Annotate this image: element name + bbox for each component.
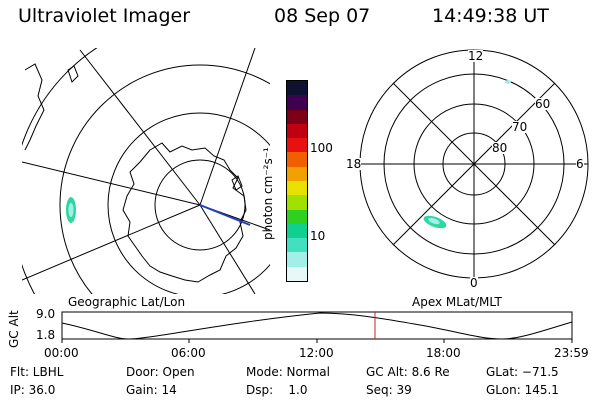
alt-ytick-1: 1.8 [36, 328, 56, 342]
info-dsp: Dsp: 1.0 [246, 383, 308, 397]
info-glat: GLat: −71.5 [486, 365, 559, 379]
alt-xtick-0600: 06:00 [171, 346, 206, 360]
alt-plot-frame [61, 311, 573, 340]
info-gain: Gain: 14 [126, 383, 177, 397]
colorbar-tick-100: 100 [310, 141, 333, 155]
info-gc-alt: GC Alt: 8.6 Re [366, 365, 450, 379]
info-ip: IP: 36.0 [10, 383, 56, 397]
lat-ring [22, 48, 98, 294]
aurora-emission [505, 80, 511, 84]
info-glon: GLon: 145.1 [486, 383, 559, 397]
instrument-title: Ultraviolet Imager [18, 5, 191, 27]
colorbar-swatch [287, 195, 307, 210]
alt-axis-label: GC Alt [7, 310, 21, 348]
geo-map-label: Geographic Lat/Lon [68, 295, 186, 309]
info-door: Door: Open [126, 365, 195, 379]
mlat-label-70: 70 [512, 120, 528, 134]
colorbar-swatch [287, 166, 307, 181]
colorbar-swatch [287, 95, 307, 110]
alt-ytick-9: 9.0 [36, 307, 56, 321]
meridian [199, 204, 270, 231]
aurora-emission-core [68, 203, 74, 217]
info-seq: Seq: 39 [366, 383, 412, 397]
colorbar [286, 80, 308, 282]
info-mode: Mode: Normal [246, 365, 330, 379]
coastline [231, 175, 243, 191]
aurora-emission [423, 215, 447, 229]
colorbar-swatch [287, 152, 307, 167]
altitude-curve [61, 312, 573, 340]
meridian [199, 204, 256, 294]
polar-map-label: Apex MLat/MLT [412, 295, 502, 309]
colorbar-swatch [287, 252, 307, 267]
mlt-axis [392, 82, 556, 246]
mlt-label-12: 12 [468, 49, 484, 63]
colorbar-swatch [287, 138, 307, 153]
alt-xtick-2359: 23:59 [554, 346, 589, 360]
coastline [24, 63, 45, 151]
colorbar-swatch [287, 266, 307, 281]
mlat-label-60: 60 [535, 97, 551, 111]
mlat-label-80: 80 [492, 141, 508, 155]
colorbar-swatch [287, 238, 307, 253]
colorbar-swatch [287, 180, 307, 196]
colorbar-tick-10: 10 [310, 229, 326, 243]
colorbar-unit-label: photon cm⁻²s⁻¹ [261, 147, 275, 240]
aurora-emission [66, 197, 76, 223]
satellite-track [199, 204, 251, 226]
mlt-label-18: 18 [346, 157, 362, 171]
meridian [22, 204, 201, 281]
meridian [22, 161, 201, 206]
alt-xtick-1800: 18:00 [426, 346, 461, 360]
mlat-ring [359, 49, 589, 279]
mlt-axis [392, 82, 556, 246]
alt-xtick-1200: 12:00 [299, 346, 334, 360]
colorbar-swatch [287, 81, 307, 96]
coastline [67, 65, 79, 83]
date-label: 08 Sep 07 [274, 5, 371, 27]
meridian [79, 49, 201, 206]
lat-ring [154, 159, 246, 251]
mlt-label-0: 0 [470, 276, 478, 290]
colorbar-swatch [287, 123, 307, 139]
colorbar-swatch [287, 209, 307, 224]
alt-xtick-0000: 00:00 [44, 346, 79, 360]
aurora-emission-core [428, 217, 440, 225]
colorbar-swatch [287, 109, 307, 124]
colorbar-swatch [287, 223, 307, 239]
time-label: 14:49:38 UT [432, 5, 549, 27]
mlt-label-6: 6 [576, 157, 584, 171]
info-filter: Flt: LBHL [10, 365, 64, 379]
continent-outline [122, 142, 247, 283]
meridian [199, 48, 256, 206]
